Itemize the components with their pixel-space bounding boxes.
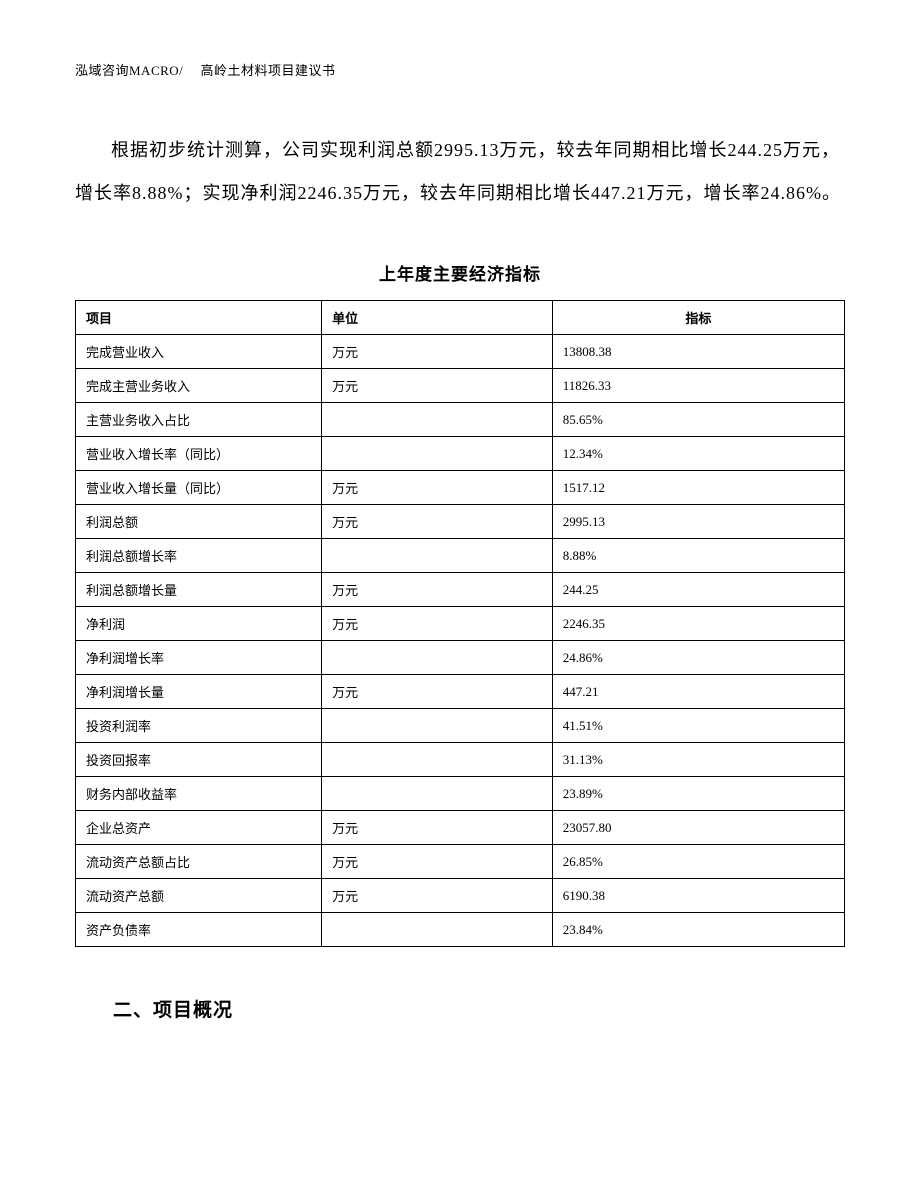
table-row: 利润总额 万元 2995.13: [76, 505, 845, 539]
cell-value: 12.34%: [552, 437, 844, 471]
cell-unit: 万元: [322, 335, 553, 369]
cell-value: 26.85%: [552, 845, 844, 879]
column-header-indicator: 指标: [552, 301, 844, 335]
summary-paragraph: 根据初步统计测算，公司实现利润总额2995.13万元，较去年同期相比增长244.…: [75, 129, 845, 215]
table-row: 利润总额增长量 万元 244.25: [76, 573, 845, 607]
header-text: 泓域咨询MACRO/ 高岭土材料项目建议书: [75, 63, 336, 78]
cell-value: 23.84%: [552, 913, 844, 947]
cell-value: 244.25: [552, 573, 844, 607]
cell-item: 完成营业收入: [76, 335, 322, 369]
cell-unit: 万元: [322, 845, 553, 879]
table-row: 主营业务收入占比 85.65%: [76, 403, 845, 437]
cell-unit: [322, 539, 553, 573]
cell-unit: 万元: [322, 505, 553, 539]
cell-item: 投资回报率: [76, 743, 322, 777]
table-row: 完成营业收入 万元 13808.38: [76, 335, 845, 369]
cell-item: 净利润增长量: [76, 675, 322, 709]
table-row: 完成主营业务收入 万元 11826.33: [76, 369, 845, 403]
document-page: 泓域咨询MACRO/ 高岭土材料项目建议书 根据初步统计测算，公司实现利润总额2…: [0, 0, 920, 1062]
cell-item: 投资利润率: [76, 709, 322, 743]
cell-value: 1517.12: [552, 471, 844, 505]
cell-item: 营业收入增长率（同比）: [76, 437, 322, 471]
cell-unit: 万元: [322, 811, 553, 845]
cell-unit: 万元: [322, 573, 553, 607]
cell-value: 24.86%: [552, 641, 844, 675]
cell-unit: 万元: [322, 879, 553, 913]
economic-indicators-table: 项目 单位 指标 完成营业收入 万元 13808.38 完成主营业务收入 万元 …: [75, 300, 845, 947]
table-row: 营业收入增长率（同比） 12.34%: [76, 437, 845, 471]
cell-value: 6190.38: [552, 879, 844, 913]
table-row: 资产负债率 23.84%: [76, 913, 845, 947]
cell-item: 完成主营业务收入: [76, 369, 322, 403]
cell-unit: [322, 709, 553, 743]
cell-item: 流动资产总额占比: [76, 845, 322, 879]
cell-unit: 万元: [322, 675, 553, 709]
cell-unit: 万元: [322, 471, 553, 505]
cell-unit: [322, 403, 553, 437]
table-row: 净利润增长量 万元 447.21: [76, 675, 845, 709]
cell-value: 11826.33: [552, 369, 844, 403]
cell-item: 净利润增长率: [76, 641, 322, 675]
cell-item: 流动资产总额: [76, 879, 322, 913]
cell-value: 8.88%: [552, 539, 844, 573]
cell-item: 营业收入增长量（同比）: [76, 471, 322, 505]
cell-unit: [322, 641, 553, 675]
cell-item: 资产负债率: [76, 913, 322, 947]
cell-value: 23057.80: [552, 811, 844, 845]
table-row: 流动资产总额 万元 6190.38: [76, 879, 845, 913]
cell-item: 企业总资产: [76, 811, 322, 845]
table-row: 企业总资产 万元 23057.80: [76, 811, 845, 845]
cell-item: 财务内部收益率: [76, 777, 322, 811]
table-row: 投资回报率 31.13%: [76, 743, 845, 777]
table-row: 财务内部收益率 23.89%: [76, 777, 845, 811]
cell-item: 净利润: [76, 607, 322, 641]
cell-value: 13808.38: [552, 335, 844, 369]
section-heading: 二、项目概况: [75, 995, 845, 1022]
cell-value: 2246.35: [552, 607, 844, 641]
cell-value: 85.65%: [552, 403, 844, 437]
table-row: 投资利润率 41.51%: [76, 709, 845, 743]
table-row: 营业收入增长量（同比） 万元 1517.12: [76, 471, 845, 505]
cell-value: 31.13%: [552, 743, 844, 777]
cell-item: 利润总额增长率: [76, 539, 322, 573]
cell-unit: [322, 743, 553, 777]
cell-unit: 万元: [322, 607, 553, 641]
table-body: 完成营业收入 万元 13808.38 完成主营业务收入 万元 11826.33 …: [76, 335, 845, 947]
cell-value: 41.51%: [552, 709, 844, 743]
table-row: 净利润增长率 24.86%: [76, 641, 845, 675]
cell-value: 2995.13: [552, 505, 844, 539]
table-header-row: 项目 单位 指标: [76, 301, 845, 335]
column-header-item: 项目: [76, 301, 322, 335]
table-title: 上年度主要经济指标: [75, 260, 845, 285]
page-header: 泓域咨询MACRO/ 高岭土材料项目建议书: [75, 60, 845, 79]
table-row: 流动资产总额占比 万元 26.85%: [76, 845, 845, 879]
cell-value: 447.21: [552, 675, 844, 709]
cell-value: 23.89%: [552, 777, 844, 811]
cell-unit: [322, 913, 553, 947]
table-row: 利润总额增长率 8.88%: [76, 539, 845, 573]
cell-unit: [322, 777, 553, 811]
cell-unit: [322, 437, 553, 471]
cell-item: 利润总额增长量: [76, 573, 322, 607]
table-row: 净利润 万元 2246.35: [76, 607, 845, 641]
column-header-unit: 单位: [322, 301, 553, 335]
cell-item: 利润总额: [76, 505, 322, 539]
cell-unit: 万元: [322, 369, 553, 403]
cell-item: 主营业务收入占比: [76, 403, 322, 437]
